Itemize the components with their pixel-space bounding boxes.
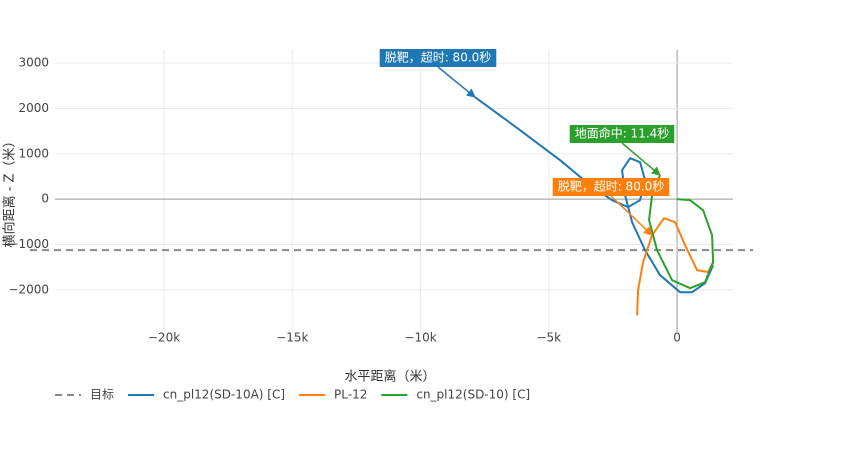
annotation-arrow xyxy=(437,66,476,98)
x-tick-label: −10k xyxy=(404,331,436,345)
annotation-text: 脱靶，超时: 80.0秒 xyxy=(385,50,492,65)
y-tick-label: −1000 xyxy=(8,237,49,251)
y-tick-label: −2000 xyxy=(8,282,49,296)
series-line xyxy=(648,174,715,290)
legend-label: cn_pl12(SD-10A) [C] xyxy=(163,388,285,402)
y-tick-label: 0 xyxy=(41,192,49,206)
legend-label: PL-12 xyxy=(334,388,367,402)
annotation-arrow xyxy=(610,195,653,236)
series-line xyxy=(636,217,714,316)
y-tick-label: 2000 xyxy=(18,101,49,115)
annotation-box xyxy=(379,49,497,67)
legend-label: 目标 xyxy=(90,388,114,402)
x-tick-label: −15k xyxy=(276,331,308,345)
x-tick-label: −5k xyxy=(536,331,561,345)
y-tick-label: 3000 xyxy=(18,56,49,70)
y-axis-title: 横向距离 - Z（米） xyxy=(2,135,18,248)
annotation-text: 地面命中: 11.4秒 xyxy=(575,126,670,141)
annotation-box xyxy=(569,125,675,143)
y-tick-label: 1000 xyxy=(18,146,49,160)
x-tick-label: −20k xyxy=(148,331,180,345)
annotation-text: 脱靶，超时: 80.0秒 xyxy=(558,179,665,194)
annotation-box xyxy=(552,178,670,196)
legend-label: cn_pl12(SD-10) [C] xyxy=(416,388,530,402)
annotation-arrow xyxy=(621,142,661,176)
x-axis-title: 水平距离（米） xyxy=(344,369,435,385)
x-tick-label: 0 xyxy=(673,331,681,345)
